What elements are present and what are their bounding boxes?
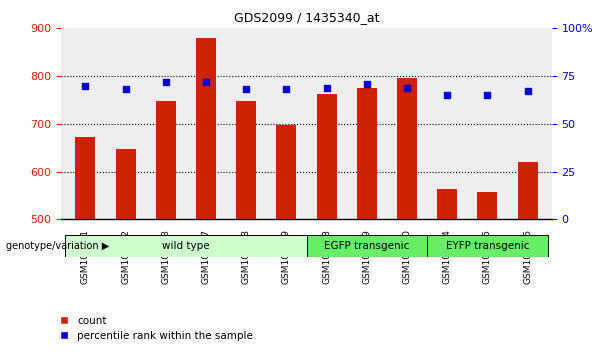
Point	[242, 87, 251, 92]
Bar	[437, 189, 457, 219]
Text: EYFP transgenic: EYFP transgenic	[446, 241, 529, 251]
Text: EGFP transgenic: EGFP transgenic	[324, 241, 409, 251]
Text: wild type: wild type	[162, 241, 210, 251]
Point	[80, 83, 90, 88]
Bar	[75, 137, 96, 219]
Bar	[316, 94, 337, 219]
Point	[362, 81, 371, 87]
Point	[121, 87, 131, 92]
Point	[482, 92, 492, 98]
Bar	[156, 101, 176, 219]
Bar	[306, 235, 427, 257]
Point	[443, 92, 452, 98]
Point	[322, 85, 332, 90]
Point	[161, 79, 170, 85]
Bar	[276, 125, 297, 219]
Bar	[517, 162, 538, 219]
Bar	[427, 235, 547, 257]
Bar	[397, 79, 417, 219]
Point	[402, 85, 412, 90]
Bar	[357, 88, 377, 219]
Point	[281, 87, 291, 92]
Bar	[236, 101, 256, 219]
Text: genotype/variation ▶: genotype/variation ▶	[6, 241, 109, 251]
Point	[201, 79, 211, 85]
Bar	[66, 235, 306, 257]
Bar	[478, 192, 497, 219]
Bar	[116, 149, 135, 219]
Bar	[196, 38, 216, 219]
Text: GDS2099 / 1435340_at: GDS2099 / 1435340_at	[234, 11, 379, 24]
Legend: count, percentile rank within the sample: count, percentile rank within the sample	[54, 312, 257, 345]
Point	[523, 88, 533, 94]
